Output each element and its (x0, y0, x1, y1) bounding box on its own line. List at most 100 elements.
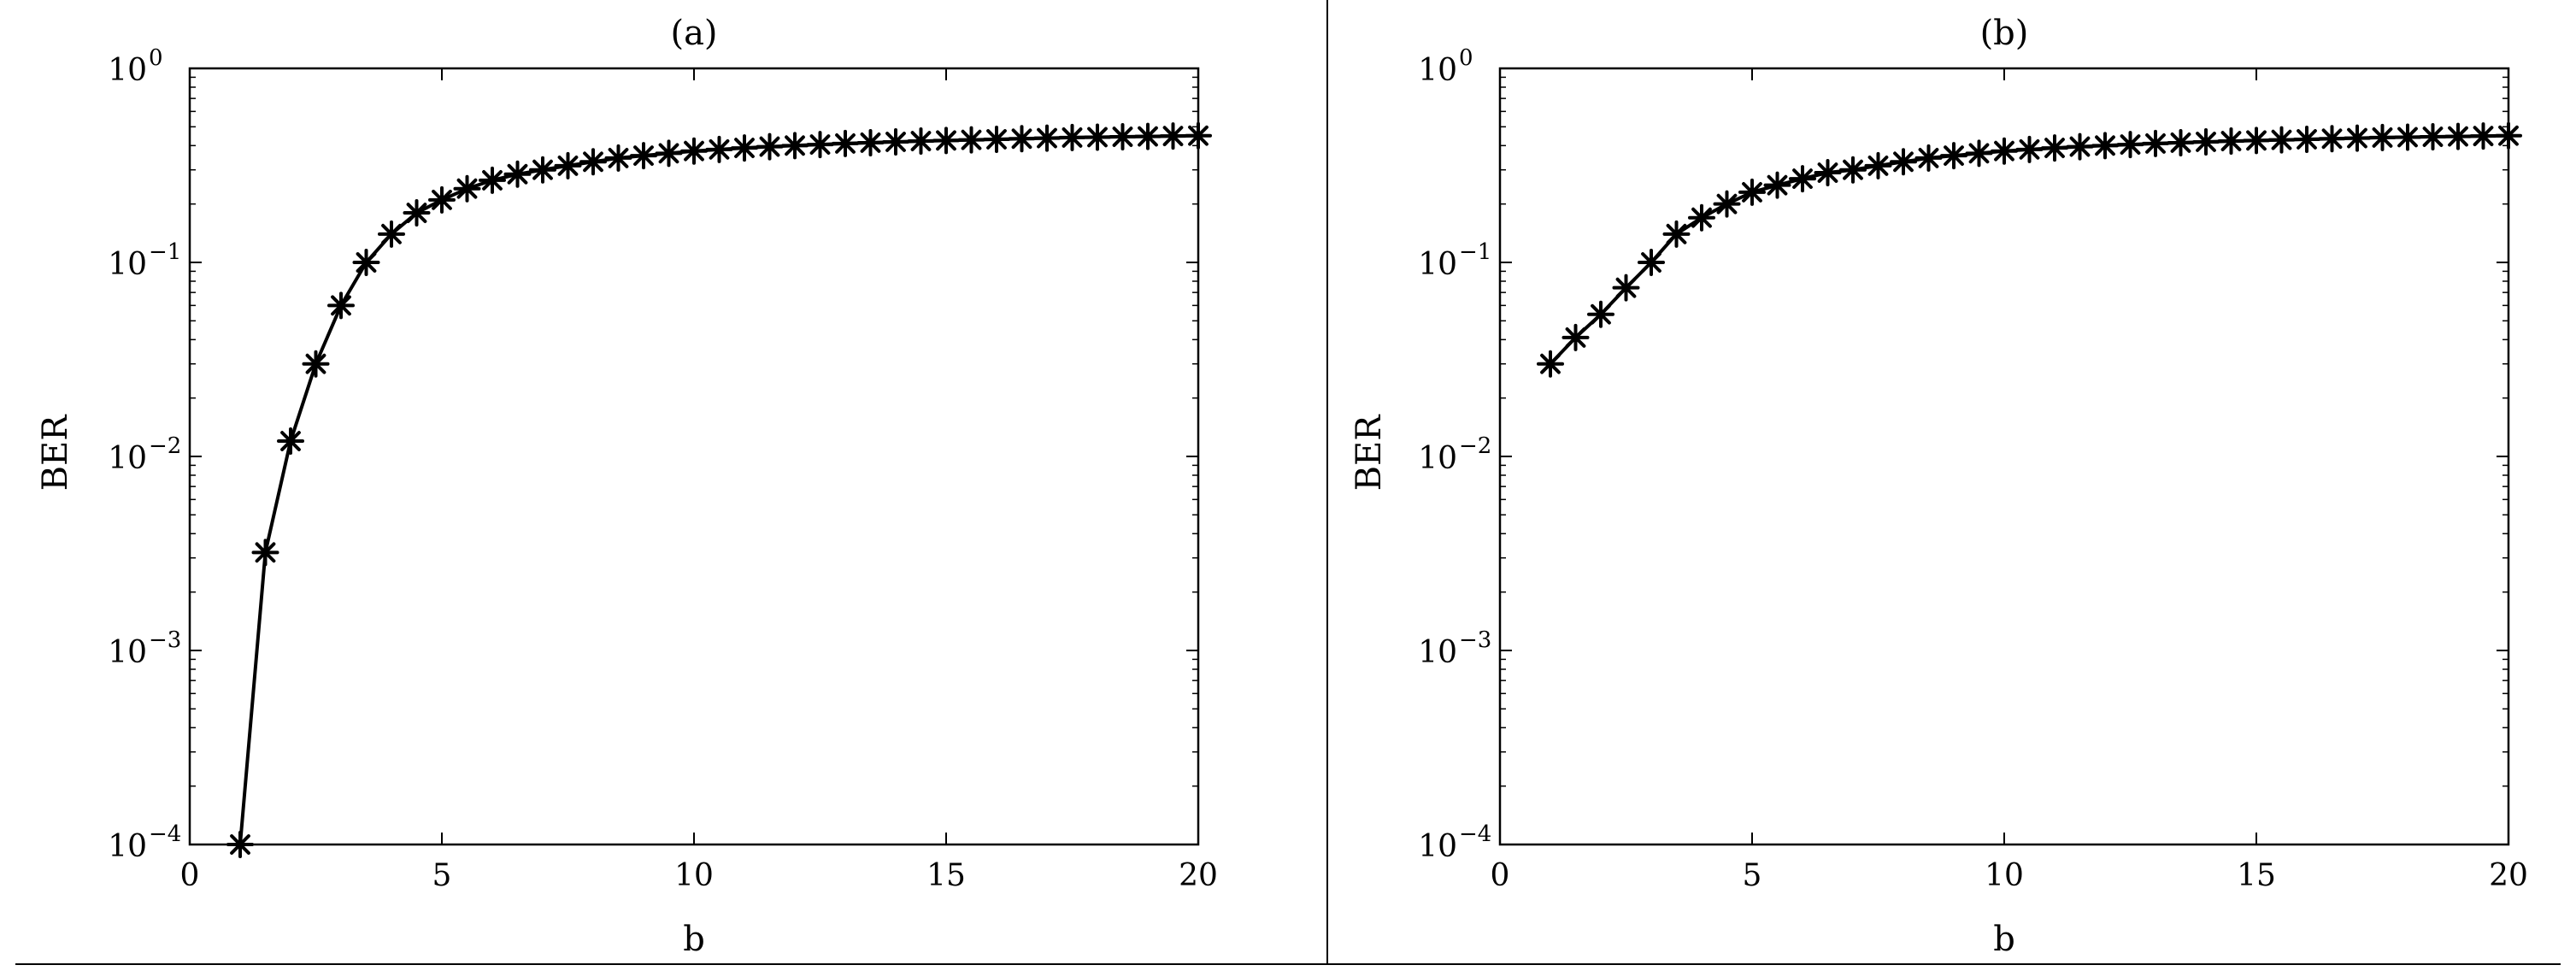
y-tick-exponent: −3 (149, 627, 181, 653)
data-point-marker (428, 185, 456, 214)
data-point-marker (2116, 131, 2144, 159)
data-point-marker (352, 249, 380, 276)
x-tick-label: 0 (180, 858, 200, 893)
y-tick-label: 10 (108, 441, 147, 476)
data-point-marker (1033, 124, 1061, 152)
data-point-marker (2344, 124, 2371, 152)
data-point-marker (2267, 126, 2296, 154)
x-tick-label: 20 (1179, 858, 1218, 893)
data-point-marker (1185, 121, 1212, 150)
data-point-marker (1940, 142, 1967, 170)
data-point-marker (2469, 122, 2497, 150)
data-point-marker (604, 144, 632, 172)
data-point-marker (1159, 122, 1187, 150)
data-point-marker (2041, 134, 2068, 162)
y-tick-exponent: −4 (149, 821, 181, 847)
x-tick-label: 15 (926, 858, 966, 893)
data-point-marker (1763, 171, 1791, 199)
data-point-marker (251, 538, 279, 567)
data-point-marker (756, 132, 784, 161)
data-point-marker (1008, 125, 1036, 153)
data-point-marker (2318, 125, 2346, 153)
data-point-marker (781, 132, 809, 160)
y-tick-exponent: 0 (149, 45, 163, 71)
data-point-marker (1713, 190, 1741, 218)
data-point-marker (1814, 159, 1842, 187)
series-line (1549, 133, 2509, 366)
x-tick-label: 20 (2489, 858, 2528, 893)
y-tick-label: 10 (108, 247, 147, 282)
data-point-marker (1612, 274, 1640, 302)
data-point-marker (1561, 323, 1590, 351)
data-point-marker (882, 127, 909, 156)
y-tick-label: 10 (108, 635, 147, 670)
data-point-marker (2394, 123, 2421, 151)
y-tick-label: 10 (1418, 829, 1457, 864)
data-point-marker (2015, 135, 2044, 163)
data-point-marker (1914, 144, 1943, 172)
data-point-marker (2368, 123, 2397, 151)
data-point-marker (327, 291, 355, 320)
data-point-marker (1864, 151, 1892, 179)
data-point-marker (856, 128, 885, 156)
data-point-marker (2091, 132, 2119, 160)
data-point-marker (2142, 129, 2169, 157)
x-tick-label: 5 (1743, 858, 1762, 893)
data-point-marker (2167, 128, 2195, 156)
data-point-marker (1638, 249, 1665, 276)
data-point-marker (2243, 127, 2270, 155)
data-series (1537, 121, 2522, 378)
data-point-marker (957, 126, 985, 154)
data-point-marker (2419, 123, 2447, 151)
data-point-marker (1084, 123, 1111, 151)
data-point-marker (226, 831, 254, 858)
data-point-marker (832, 129, 859, 157)
y-tick-label: 10 (108, 829, 147, 864)
data-point-marker (1109, 123, 1137, 151)
data-point-marker (1965, 139, 1993, 168)
x-axis-label: b (1993, 920, 2015, 959)
x-tick-label: 5 (432, 858, 452, 893)
data-point-marker (1890, 148, 1917, 176)
chart-title: (a) (670, 14, 717, 53)
data-point-marker (554, 151, 582, 179)
data-point-marker (630, 142, 657, 170)
x-tick-label: 10 (674, 858, 714, 893)
y-tick-exponent: −3 (1459, 627, 1491, 653)
data-point-marker (1991, 137, 2018, 165)
x-tick-label: 10 (1985, 858, 2024, 893)
data-point-marker (2066, 132, 2094, 161)
data-point-marker (1839, 156, 1867, 184)
data-point-marker (479, 166, 506, 194)
data-point-marker (655, 139, 683, 168)
data-point-marker (2217, 127, 2245, 156)
data-point-marker (277, 427, 304, 456)
data-point-marker (705, 135, 733, 163)
x-axis-label: b (683, 920, 705, 959)
data-point-marker (2192, 127, 2220, 156)
data-point-marker (302, 350, 330, 378)
data-point-marker (731, 134, 758, 162)
plot-frame (188, 67, 1200, 846)
data-point-marker (2444, 122, 2472, 150)
y-tick-exponent: −2 (1459, 433, 1491, 459)
data-point-marker (907, 127, 935, 156)
y-axis-label: BER (36, 414, 75, 491)
chart-title: (b) (1980, 14, 2029, 53)
y-tick-exponent: 0 (1459, 45, 1473, 71)
data-series (226, 121, 1212, 858)
y-tick-exponent: −1 (1459, 239, 1491, 265)
data-point-marker (806, 131, 834, 159)
y-tick-label: 10 (1418, 53, 1457, 88)
y-tick-label: 10 (108, 53, 147, 88)
data-point-marker (403, 199, 431, 227)
data-point-marker (529, 156, 556, 184)
data-point-marker (579, 148, 607, 176)
y-tick-exponent: −1 (149, 239, 181, 265)
y-axis-label: BER (1350, 414, 1389, 491)
